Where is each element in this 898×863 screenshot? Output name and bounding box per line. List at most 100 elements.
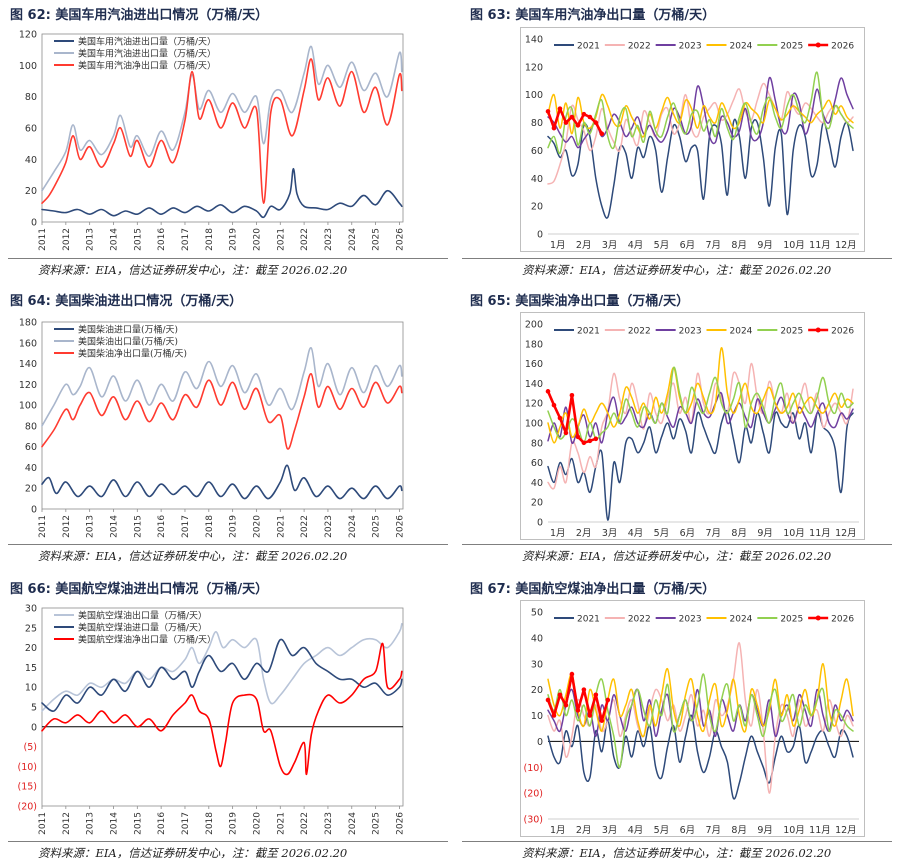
x-tick-label: 4月 (628, 240, 644, 251)
figure-64-chart: 0 20 40 60 80 100 120 140 160 180 2011 2012 2013 2014… (19, 318, 406, 538)
series-6 (545, 389, 599, 446)
figure-67-title: 图 67: 美国航空煤油净出口量（万桶/天） (470, 582, 716, 597)
figure-63-source: 资料来源：EIA，信达证券研发中心，注：截至 2026.02.20 (522, 263, 832, 277)
legend-label: 美国柴油净出口量(万桶/天) (78, 348, 187, 360)
y-tick-label: 0 (537, 737, 543, 748)
y-tick-label: 120 (19, 380, 37, 391)
series-point (587, 114, 593, 120)
series-point (563, 702, 569, 708)
y-tick-label: 100 (525, 419, 543, 430)
x-tick-label: 10月 (783, 825, 805, 836)
legend-label: 2026 (831, 42, 854, 52)
x-tick-label: 2019 (229, 812, 239, 835)
series-line (41, 167, 403, 219)
figure-63-chart: 0 20 40 60 80 100 120 140 1月 2月 3月 4月 5月 6月 7月 8月 9月 10月 1… (520, 27, 865, 252)
x-tick-label: 9月 (757, 528, 773, 539)
legend-label: 2021 (577, 327, 600, 337)
series-line (546, 107, 604, 135)
legend-label: 美国柴油出口量(万桶/天) (78, 336, 178, 348)
x-tick-label: 2023 (324, 515, 334, 538)
x-tick-label: 10月 (783, 528, 805, 539)
x-tick-label: 2025 (372, 228, 382, 251)
series-point (563, 120, 569, 125)
x-tick-label: 11月 (809, 240, 831, 251)
series-point (593, 692, 599, 698)
x-tick-label: 8月 (731, 240, 747, 251)
x-tick-label: 2011 (38, 228, 48, 251)
legend-label: 美国航空煤油净出口量（万桶/天） (78, 634, 216, 646)
legend-label: 2021 (577, 42, 600, 52)
series-3 (41, 58, 403, 205)
x-tick-label: 12月 (835, 240, 857, 251)
figure-66-title: 图 66: 美国航空煤油进出口情况（万桶/天） (10, 582, 269, 597)
series-line (41, 623, 403, 712)
x-tick-label: 2017 (181, 228, 191, 251)
series-line (41, 642, 403, 776)
y-tick-label: 40 (25, 155, 37, 166)
x-tick-label: 2014 (110, 228, 120, 251)
divider (462, 544, 892, 545)
y-tick-label: 120 (525, 399, 543, 410)
series-line (41, 373, 403, 450)
x-tick-label: 2023 (324, 812, 334, 835)
legend-label: 2022 (628, 615, 651, 625)
y-tick-label: 120 (525, 62, 543, 73)
y-tick-label: 180 (19, 318, 37, 329)
legend-label: 美国柴油进口量(万桶/天) (78, 324, 178, 336)
y-tick-label: 10 (25, 683, 37, 694)
y-tick-label: 180 (525, 339, 543, 350)
y-tick-label: 40 (531, 478, 543, 489)
x-tick-label: 2013 (86, 228, 96, 251)
y-tick-label: (20) (17, 802, 37, 813)
x-tick-label: 9月 (757, 240, 773, 251)
series-line (547, 82, 854, 185)
y-tick-label: 100 (19, 401, 37, 412)
y-tick-label: 100 (525, 90, 543, 101)
series-line (41, 347, 403, 427)
y-tick-label: 0 (31, 505, 37, 516)
series-line (547, 714, 854, 800)
legend-label: 2024 (730, 42, 753, 52)
series-point (563, 430, 569, 436)
series-1 (41, 167, 403, 219)
series-point (551, 125, 557, 131)
y-tick-label: 20 (25, 484, 37, 495)
y-tick-label: 15 (25, 663, 37, 674)
x-tick-label: 2011 (38, 515, 48, 538)
divider (8, 841, 448, 842)
x-tick-label: 2月 (576, 528, 592, 539)
x-tick-label: 2026 (395, 228, 405, 251)
x-tick-label: 3月 (602, 825, 618, 836)
series-4 (547, 347, 854, 444)
divider (8, 258, 448, 259)
x-tick-label: 2017 (181, 812, 191, 835)
series-5 (547, 71, 854, 155)
legend: 2021 2022 2023 2024 2025 2026 (554, 327, 854, 337)
legend-label: 美国航空煤油进口量（万桶/天） (78, 622, 207, 634)
figure-65-chart: 0 20 40 60 80 100 120 140 160 180 200 1月 2月 3月 4月 5月 6月 7… (520, 312, 865, 540)
series-line (547, 362, 854, 490)
x-tick-label: 2015 (133, 812, 143, 835)
y-tick-label: 40 (531, 633, 543, 644)
series-point (575, 708, 581, 713)
y-tick-label: 50 (531, 608, 543, 619)
series-line (547, 673, 854, 769)
y-tick-label: (30) (523, 815, 543, 826)
x-tick-label: 10月 (783, 240, 805, 251)
legend-label: 2024 (730, 327, 753, 337)
series-line (547, 663, 854, 738)
x-tick-label: 2023 (324, 228, 334, 251)
x-tick-label: 2022 (300, 515, 310, 538)
x-tick-label: 2020 (253, 228, 263, 251)
x-tick-label: 11月 (809, 528, 831, 539)
x-tick-label: 2017 (181, 515, 191, 538)
x-tick-label: 7月 (706, 528, 722, 539)
y-tick-label: 140 (525, 35, 543, 46)
y-tick-label: 140 (525, 379, 543, 390)
x-tick-label: 2026 (395, 812, 405, 835)
y-tick-label: 30 (531, 659, 543, 670)
figure-63-title: 图 63: 美国车用汽油净出口量（万桶/天） (470, 8, 716, 23)
legend: 美国柴油进口量(万桶/天)美国柴油出口量(万桶/天)美国柴油净出口量(万桶/天) (54, 324, 187, 360)
x-tick-label: 2020 (253, 812, 263, 835)
series-point (593, 120, 599, 125)
